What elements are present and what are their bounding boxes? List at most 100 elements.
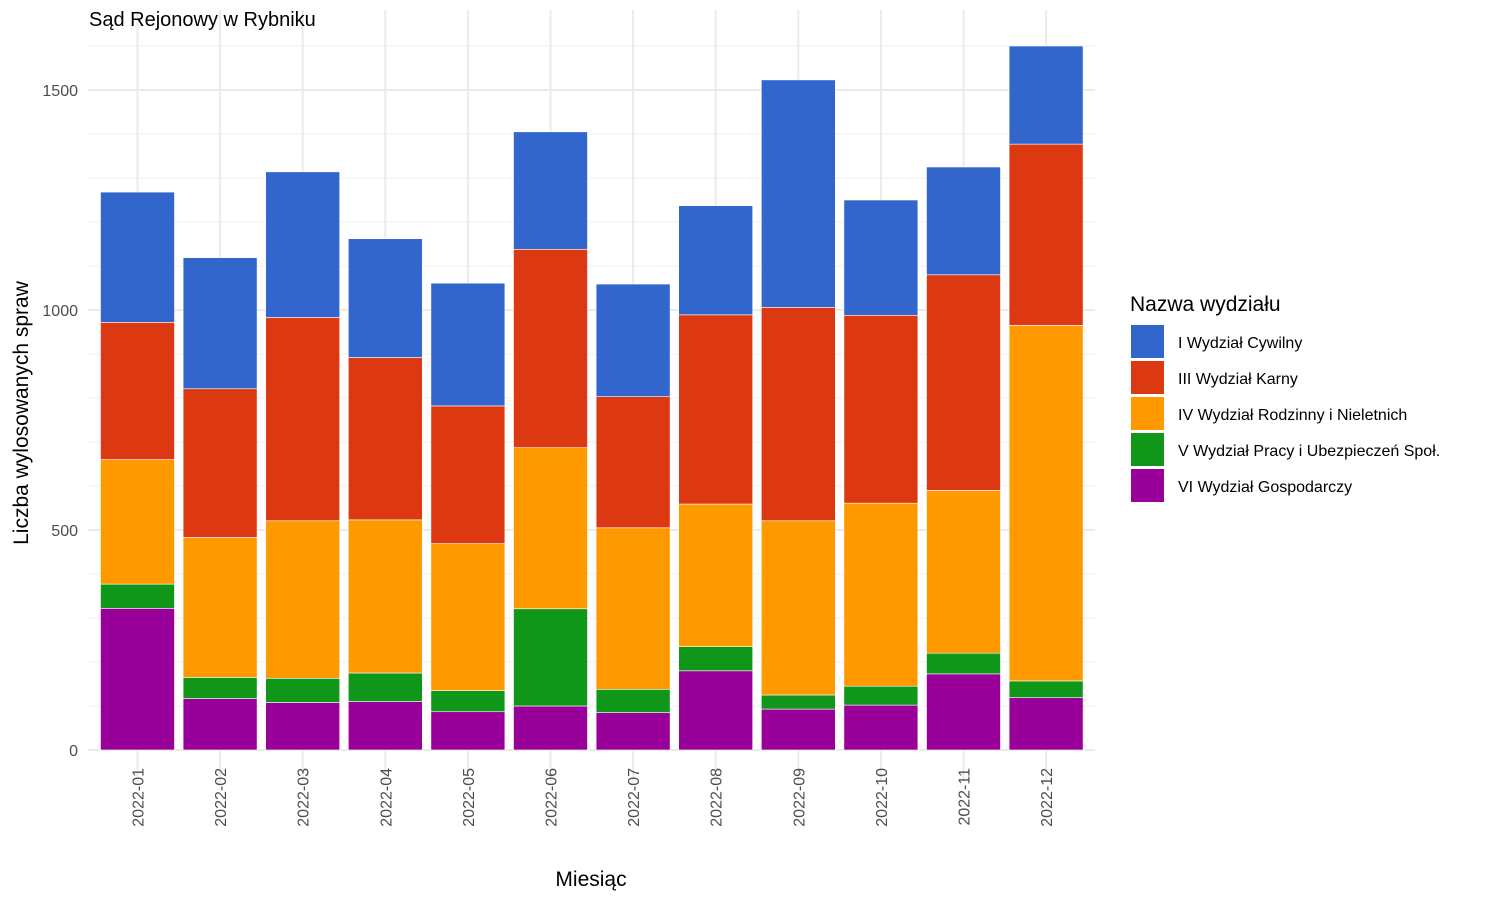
legend-label: VI Wydział Gospodarczy [1178,479,1352,496]
x-tick-label: 2022-07 [626,768,643,827]
bar-segment [595,712,671,751]
bar-segment [1008,45,1084,145]
bar-segment [513,447,588,610]
bar-segment [1008,143,1084,326]
bar-segment [926,673,1001,751]
bar-segment [926,274,1001,491]
bar-segment [182,537,258,678]
bar-segment [430,711,506,751]
bar-segment [100,191,175,323]
bar-segment [1008,680,1084,698]
x-tick-label: 2022-04 [378,768,395,827]
bar-segment [595,396,671,529]
bar-segment [595,283,671,397]
bar-segment [678,205,754,316]
bar-segment [678,646,754,672]
bar-segment [265,520,341,679]
legend-swatch [1131,361,1164,394]
legend-swatch [1131,469,1164,502]
x-tick-label: 2022-02 [213,768,230,827]
legend-swatch [1131,397,1164,430]
x-axis-ticks: 2022-01 2022-02 2022-03 2022-04 2022-05 2022-… [131,768,1057,827]
bar-segment [347,701,423,751]
y-tick-label: 1000 [42,303,78,320]
bars [100,45,1084,751]
bar-segment [347,357,423,521]
legend-swatch [1131,325,1164,358]
bar-segment [100,322,175,460]
bar-segment [182,257,258,390]
bar-segment [513,131,588,250]
bar-segment [265,677,341,703]
y-axis-title: Liczba wylosowanych spraw [10,280,33,545]
legend: Nazwa wydziału I Wydział Cywilny III Wydz… [1130,293,1440,502]
bar-segment [843,314,919,504]
bar-segment [347,672,423,702]
bar-segment [760,708,836,751]
bar-segment [430,690,506,713]
bar-segment [513,608,588,707]
x-tick-label: 2022-08 [709,768,726,827]
legend-label: IV Wydział Rodzinny i Nieletnich [1178,407,1407,424]
bar-segment [265,317,341,522]
bar-segment [926,490,1001,654]
bar-segment [595,527,671,690]
bar-segment [760,520,836,696]
bar-segment [760,694,836,710]
legend-items: I Wydział Cywilny III Wydział Karny IV Wyd… [1131,325,1440,502]
bar-segment [100,459,175,585]
legend-label: V Wydział Pracy i Ubezpieczeń Społ. [1178,443,1440,460]
bar-segment [926,652,1001,675]
bar-segment [100,608,175,751]
bar-segment [678,670,754,751]
bar-segment [1008,697,1084,751]
x-tick-label: 2022-09 [791,768,808,827]
bar-segment [182,388,258,538]
bar-segment [513,248,588,449]
legend-title: Nazwa wydziału [1130,293,1281,316]
bar-segment [182,677,258,699]
bar-segment [430,282,506,407]
legend-item: III Wydział Karny [1131,361,1298,394]
bar-segment [926,166,1001,276]
y-tick-label: 500 [51,523,78,540]
bar-segment [678,503,754,647]
x-axis-title: Miesiąc [555,868,626,891]
bar-segment [513,705,588,751]
bar-segment [678,314,754,505]
bar-segment [347,238,423,358]
bar-segment [760,307,836,522]
bar-segment [843,199,919,316]
bar-segment [182,698,258,751]
chart-title: Sąd Rejonowy w Rybniku [89,9,316,31]
legend-item: VI Wydział Gospodarczy [1131,469,1352,502]
bar-segment [265,702,341,751]
bar-segment [843,502,919,687]
bar-segment [843,704,919,751]
bar-segment [595,688,671,713]
x-tick-label: 2022-01 [131,768,148,827]
legend-label: III Wydział Karny [1178,371,1298,388]
y-tick-label: 1500 [42,83,78,100]
y-axis-ticks: 0 500 1000 1500 [42,83,78,760]
legend-item: I Wydział Cywilny [1131,325,1302,358]
x-tick-label: 2022-03 [296,768,313,827]
bar-segment [1008,325,1084,682]
legend-item: V Wydział Pracy i Ubezpieczeń Społ. [1131,433,1440,466]
y-tick-label: 0 [69,743,78,760]
legend-swatch [1131,433,1164,466]
legend-label: I Wydział Cywilny [1178,335,1302,352]
bar-segment [347,519,423,674]
legend-item: IV Wydział Rodzinny i Nieletnich [1131,397,1407,430]
x-tick-label: 2022-05 [461,768,478,827]
x-tick-label: 2022-10 [874,768,891,827]
bar-segment [430,405,506,544]
x-tick-label: 2022-06 [544,768,561,827]
bar-segment [760,79,836,308]
bar-segment [843,685,919,706]
x-tick-label: 2022-12 [1039,768,1056,827]
bar-segment [430,543,506,691]
x-tick-label: 2022-11 [957,768,974,826]
bar-segment [265,171,341,318]
